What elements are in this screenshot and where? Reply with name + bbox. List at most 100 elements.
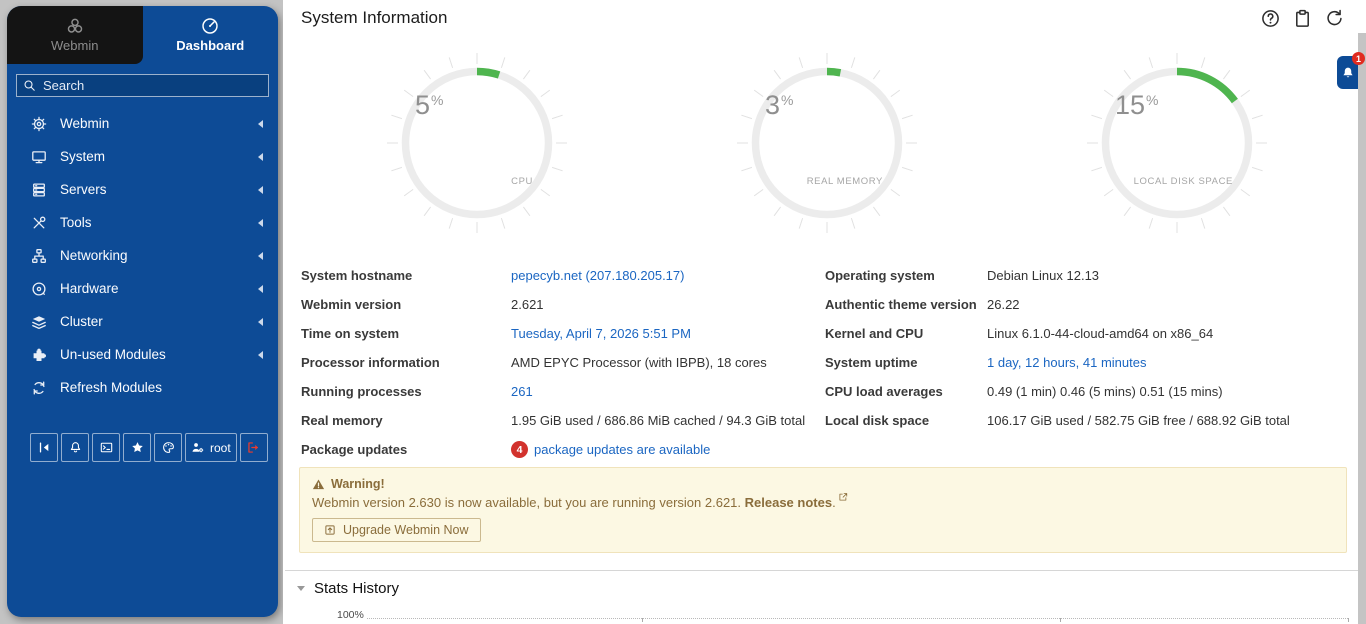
stats-axis-label: 100% [337, 609, 364, 621]
clipboard-button[interactable] [1293, 9, 1312, 28]
info-label: Running processes [301, 384, 422, 399]
vertical-scrollbar[interactable] [1358, 33, 1366, 624]
info-row: Processor information AMD EPYC Processor … [301, 348, 825, 377]
info-label: Webmin version [301, 297, 402, 312]
stats-history-title: Stats History [314, 580, 400, 597]
gear-icon [31, 116, 47, 132]
logout-icon [247, 441, 260, 454]
info-label: Real memory [301, 413, 383, 428]
tab-webmin[interactable]: Webmin [7, 6, 143, 64]
system-info-table-right: Operating system Debian Linux 12.13 Authen… [825, 261, 1352, 464]
gauge-icon [201, 17, 219, 35]
sidebar-item-refresh-modules[interactable]: Refresh Modules [7, 371, 278, 404]
chevron-left-icon [258, 218, 263, 227]
sidebar-item-tools[interactable]: Tools [7, 206, 278, 239]
sidebar-item-system[interactable]: System [7, 140, 278, 173]
favorites-button[interactable] [123, 433, 151, 462]
collapse-icon [38, 441, 51, 454]
stats-gridline-tick [1348, 618, 1349, 622]
terminal-button[interactable] [92, 433, 120, 462]
stats-history-header[interactable]: Stats History [297, 580, 1358, 597]
reload-button[interactable] [1325, 9, 1344, 28]
gauge-real-memory: 3% REAL MEMORY [732, 48, 922, 238]
user-gear-icon [191, 441, 204, 454]
info-label: Kernel and CPU [825, 326, 924, 341]
gauge-value: 15% [1115, 90, 1159, 120]
gauge-value: 3% [765, 90, 794, 120]
tab-dashboard[interactable]: Dashboard [143, 6, 279, 64]
layers-icon [31, 314, 47, 330]
refresh-icon [31, 380, 47, 396]
info-value-link[interactable]: pepecyb.net (207.180.205.17) [511, 268, 685, 283]
info-value: AMD EPYC Processor (with IBPB), 18 cores [511, 355, 767, 370]
tab-webmin-label: Webmin [51, 38, 99, 53]
bell-icon [1341, 66, 1355, 80]
sidebar-item-label: Webmin [60, 116, 110, 131]
puzzle-icon [31, 347, 47, 363]
page-title: System Information [301, 8, 448, 27]
stats-gridline-tick [642, 618, 643, 622]
sidebar-item-label: Networking [60, 248, 128, 263]
stats-history-section: Stats History 100% [285, 570, 1358, 624]
warning-icon [312, 478, 325, 491]
notifications-config-button[interactable] [61, 433, 89, 462]
gauge-label: REAL MEMORY [806, 176, 883, 187]
info-label: Processor information [301, 355, 440, 370]
info-label: CPU load averages [825, 384, 943, 399]
sidebar-item-label: Un-used Modules [60, 347, 166, 362]
webmin-logo-icon [66, 17, 84, 35]
info-value-link[interactable]: package updates are available [534, 442, 711, 457]
notification-count-badge: 1 [1352, 52, 1365, 65]
sidebar-menu: Webmin System Servers Tools Networking Hardwa… [7, 107, 278, 404]
chevron-left-icon [258, 119, 263, 128]
upgrade-icon [324, 524, 336, 536]
info-label: Local disk space [825, 413, 930, 428]
info-row: Time on system Tuesday, April 7, 2026 5:5… [301, 319, 825, 348]
info-row: System hostname pepecyb.net (207.180.205.… [301, 261, 825, 290]
sidebar-item-networking[interactable]: Networking [7, 239, 278, 272]
warning-title-row: Warning! [312, 477, 1334, 491]
logout-button[interactable] [239, 433, 268, 462]
tools-icon [31, 215, 47, 231]
chevron-left-icon [258, 185, 263, 194]
help-button[interactable] [1261, 9, 1280, 28]
chevron-down-icon [297, 586, 305, 591]
info-value-link[interactable]: Tuesday, April 7, 2026 5:51 PM [511, 326, 691, 341]
gauge-label: CPU [511, 176, 533, 187]
theme-button[interactable] [154, 433, 182, 462]
sidebar-item-hardware[interactable]: Hardware [7, 272, 278, 305]
info-row: CPU load averages 0.49 (1 min) 0.46 (5 mi… [825, 377, 1352, 406]
info-row: Local disk space 106.17 GiB used / 582.75… [825, 406, 1352, 435]
external-link-icon [838, 492, 848, 502]
info-value: Linux 6.1.0-44-cloud-amd64 on x86_64 [987, 326, 1214, 341]
collapse-sidebar-button[interactable] [30, 433, 58, 462]
tab-dashboard-label: Dashboard [176, 38, 245, 53]
sidebar: Webmin Dashboard Webmin System Servers Tool… [7, 6, 278, 617]
sidebar-item-un-used-modules[interactable]: Un-used Modules [7, 338, 278, 371]
sidebar-item-label: System [60, 149, 106, 164]
info-label: Time on system [301, 326, 400, 341]
release-notes-link[interactable]: Release notes [744, 495, 833, 510]
chevron-left-icon [258, 251, 263, 260]
sidebar-item-cluster[interactable]: Cluster [7, 305, 278, 338]
info-value: 0.49 (1 min) 0.46 (5 mins) 0.51 (15 mins… [987, 384, 1223, 399]
search-input[interactable] [43, 78, 262, 93]
info-value: 106.17 GiB used / 582.75 GiB free / 688.… [987, 413, 1290, 428]
sidebar-item-label: Hardware [60, 281, 119, 296]
upgrade-warning-box: Warning! Webmin version 2.630 is now ava… [299, 467, 1347, 553]
updates-count-badge: 4 [511, 441, 528, 458]
sidebar-item-webmin[interactable]: Webmin [7, 107, 278, 140]
info-value-link[interactable]: 261 [511, 384, 533, 399]
info-label: Package updates [301, 442, 408, 457]
gauge-label: LOCAL DISK SPACE [1133, 176, 1233, 187]
info-row: System uptime 1 day, 12 hours, 41 minutes [825, 348, 1352, 377]
sidebar-item-label: Servers [60, 182, 107, 197]
sidebar-item-label: Cluster [60, 314, 103, 329]
upgrade-webmin-button[interactable]: Upgrade Webmin Now [312, 518, 481, 542]
info-value: 1.95 GiB used / 686.86 MiB cached / 94.3… [511, 413, 806, 428]
sidebar-item-servers[interactable]: Servers [7, 173, 278, 206]
notifications-tab[interactable]: 1 [1337, 52, 1365, 89]
sidebar-item-label: Tools [60, 215, 92, 230]
info-value-link[interactable]: 1 day, 12 hours, 41 minutes [987, 355, 1147, 370]
user-menu-button[interactable]: root [185, 433, 237, 462]
